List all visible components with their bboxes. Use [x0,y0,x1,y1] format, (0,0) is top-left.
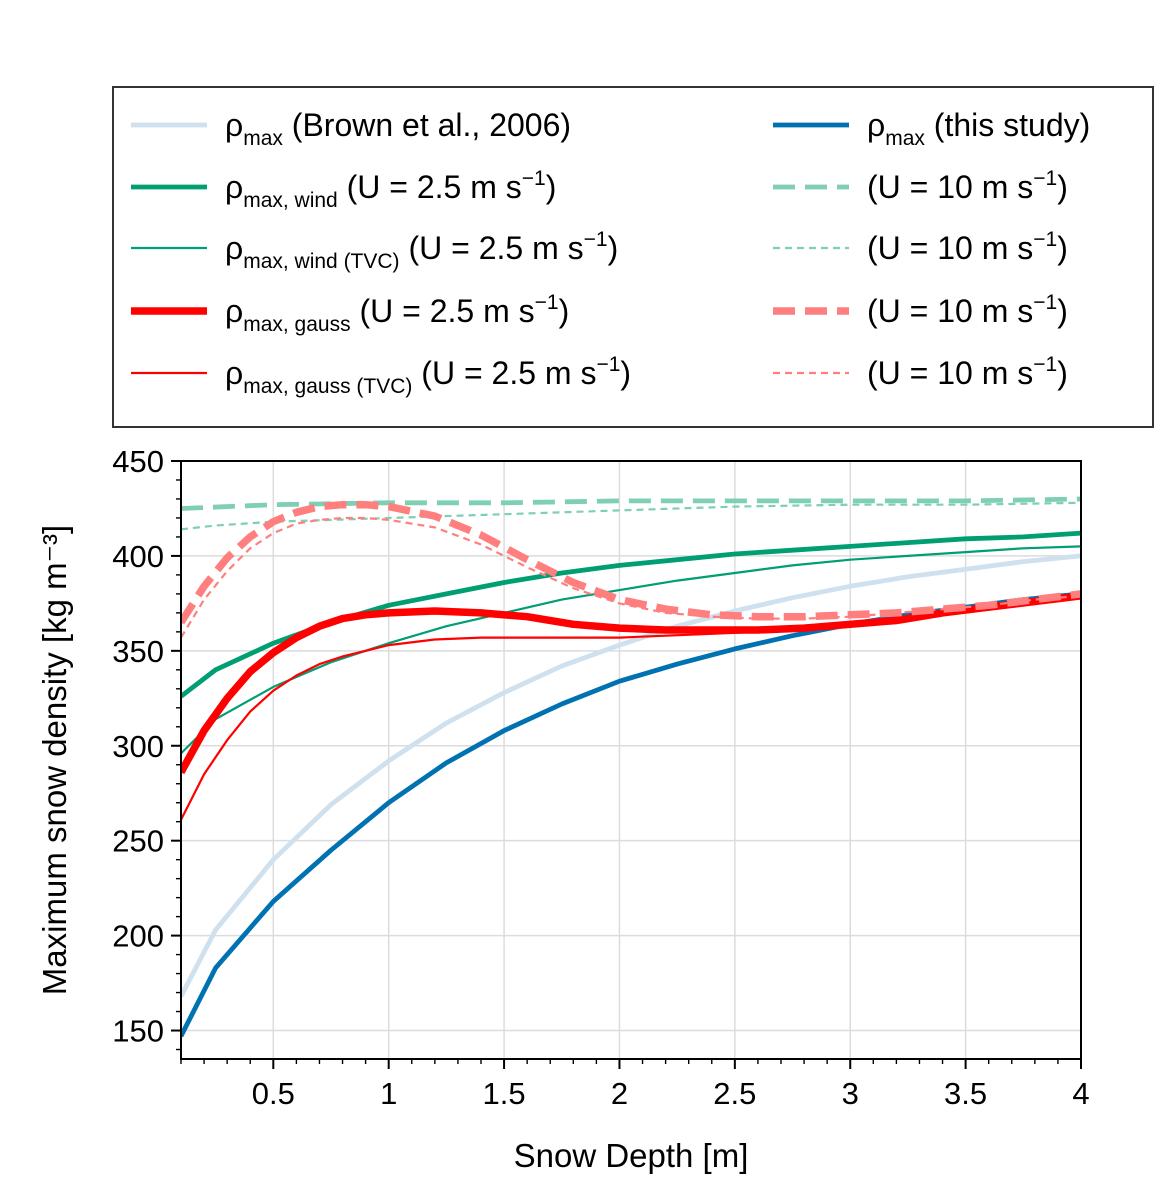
series-line-wind_10_tvc [181,501,1081,531]
x-tick-label: 3 [842,1076,859,1111]
x-axis-label: Snow Depth [m] [514,1137,749,1174]
x-tick-label: 3.5 [944,1076,987,1111]
legend-label-wind_25: ρmax, wind (U = 2.5 m s−1) [225,167,556,212]
y-tick-label: 150 [112,1014,164,1049]
series-line-wind_10 [181,496,1081,511]
x-tick-label: 2 [611,1076,628,1111]
series-line-gauss_10 [181,500,1081,625]
x-tick-label: 0.5 [252,1076,295,1111]
series-line-brown [181,553,1081,998]
legend-label-wind_10_tvc: (U = 10 m s−1) [867,228,1068,266]
legend-label-this_study: ρmax (this study) [867,107,1090,150]
series-line-gauss_25 [181,592,1081,775]
legend-label-wind_10: (U = 10 m s−1) [867,167,1068,205]
legend-label-wind_25_tvc: ρmax, wind (TVC) (U = 2.5 m s−1) [225,228,618,273]
axis-ticks: 0.5 1 1.5 2 2.5 3 3.5 4 150 200 250 300 350 400 450 [112,444,1089,1111]
legend-box [112,86,1154,428]
plot-frame [180,460,1082,1060]
y-axis-label: Maximum snow density [kg m⁻³] [36,525,73,995]
x-tick-label: 2.5 [713,1076,756,1111]
y-tick-label: 250 [112,824,164,859]
y-tick-label: 400 [112,539,164,574]
x-tick-label: 1.5 [483,1076,526,1111]
y-tick-label: 350 [112,634,164,669]
y-tick-label: 300 [112,729,164,764]
legend-label-gauss_25: ρmax, gauss (U = 2.5 m s−1) [225,291,569,336]
legend-label-gauss_10: (U = 10 m s−1) [867,291,1068,329]
series-lines [181,496,1081,1038]
legend-label-brown: ρmax (Brown et al., 2006) [225,107,571,150]
y-tick-label: 200 [112,919,164,954]
series-line-wind_25_tvc [181,545,1081,755]
legend-label-gauss_25_tvc: ρmax, gauss (TVC) (U = 2.5 m s−1) [225,353,631,398]
legend: ρmax (Brown et al., 2006) ρmax, wind (U =… [112,86,1154,428]
y-tick-label: 450 [112,444,164,479]
x-tick-label: 1 [380,1076,397,1111]
x-tick-label: 4 [1072,1076,1089,1111]
legend-label-gauss_10_tvc: (U = 10 m s−1) [867,353,1068,391]
